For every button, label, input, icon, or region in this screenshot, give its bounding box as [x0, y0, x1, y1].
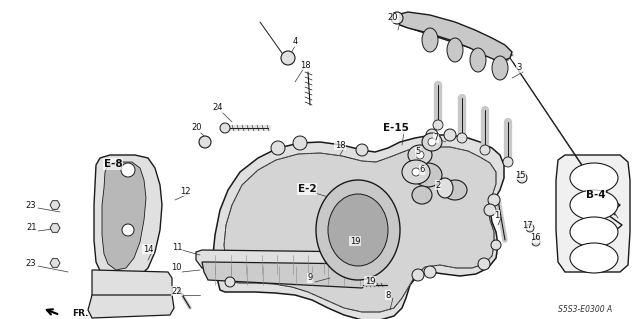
Text: 8: 8 — [385, 291, 390, 300]
Text: 23: 23 — [26, 258, 36, 268]
Circle shape — [488, 194, 500, 206]
Circle shape — [517, 173, 527, 183]
Circle shape — [220, 123, 230, 133]
Text: 16: 16 — [530, 234, 540, 242]
Polygon shape — [224, 147, 496, 312]
Circle shape — [271, 141, 285, 155]
Text: E-8: E-8 — [104, 159, 122, 169]
Ellipse shape — [470, 48, 486, 72]
Text: 20: 20 — [192, 123, 202, 132]
Circle shape — [433, 120, 443, 130]
Text: 14: 14 — [143, 244, 153, 254]
Ellipse shape — [570, 163, 618, 193]
Ellipse shape — [570, 217, 618, 247]
Circle shape — [225, 277, 235, 287]
Ellipse shape — [443, 180, 467, 200]
Text: 11: 11 — [172, 242, 182, 251]
Ellipse shape — [437, 178, 453, 198]
Text: 23: 23 — [26, 201, 36, 210]
Ellipse shape — [408, 145, 432, 165]
Circle shape — [526, 224, 534, 232]
Ellipse shape — [328, 194, 388, 266]
Ellipse shape — [570, 243, 618, 273]
Ellipse shape — [412, 186, 432, 204]
Text: 21: 21 — [27, 224, 37, 233]
Text: S5S3-E0300 A: S5S3-E0300 A — [558, 306, 612, 315]
Circle shape — [281, 51, 295, 65]
Text: B-4: B-4 — [586, 190, 606, 200]
Circle shape — [412, 168, 420, 176]
Circle shape — [424, 266, 436, 278]
Text: 5: 5 — [415, 147, 420, 157]
Circle shape — [121, 163, 135, 177]
Text: 1: 1 — [494, 211, 500, 219]
Ellipse shape — [492, 56, 508, 80]
Text: 12: 12 — [180, 187, 190, 196]
Circle shape — [356, 144, 368, 156]
Polygon shape — [395, 12, 512, 62]
Circle shape — [491, 240, 501, 250]
Text: 17: 17 — [522, 220, 532, 229]
Text: 10: 10 — [171, 263, 181, 272]
Text: 4: 4 — [292, 38, 298, 47]
Polygon shape — [202, 262, 372, 288]
Text: E-2: E-2 — [298, 184, 316, 194]
Circle shape — [122, 224, 134, 236]
Circle shape — [503, 157, 513, 167]
Polygon shape — [50, 259, 60, 267]
Circle shape — [391, 12, 403, 24]
Text: E-15: E-15 — [383, 123, 409, 133]
Polygon shape — [50, 201, 60, 209]
Text: 19: 19 — [365, 277, 375, 286]
Ellipse shape — [414, 163, 442, 187]
Text: 19: 19 — [349, 236, 360, 246]
Ellipse shape — [422, 28, 438, 52]
Text: 24: 24 — [212, 103, 223, 113]
Polygon shape — [92, 270, 172, 302]
Polygon shape — [556, 155, 630, 272]
Ellipse shape — [447, 38, 463, 62]
Text: 3: 3 — [516, 63, 522, 72]
Text: 15: 15 — [515, 170, 525, 180]
Circle shape — [199, 136, 211, 148]
Text: FR.: FR. — [72, 309, 88, 318]
Circle shape — [478, 258, 490, 270]
Circle shape — [457, 133, 467, 143]
Polygon shape — [50, 224, 60, 232]
Circle shape — [426, 129, 438, 141]
Polygon shape — [88, 295, 174, 318]
Text: 2: 2 — [435, 181, 440, 189]
Text: 6: 6 — [419, 166, 425, 174]
Text: 20: 20 — [388, 13, 398, 23]
Circle shape — [480, 145, 490, 155]
Text: 22: 22 — [172, 286, 182, 295]
Polygon shape — [213, 135, 504, 319]
Circle shape — [293, 136, 307, 150]
Circle shape — [444, 129, 456, 141]
Polygon shape — [102, 162, 146, 270]
Circle shape — [484, 204, 496, 216]
Polygon shape — [94, 155, 162, 283]
Ellipse shape — [422, 133, 442, 151]
Text: 18: 18 — [300, 61, 310, 70]
Circle shape — [532, 238, 540, 246]
Text: 7: 7 — [433, 133, 438, 143]
Ellipse shape — [570, 190, 618, 220]
Ellipse shape — [316, 180, 400, 280]
Text: 9: 9 — [307, 273, 312, 283]
Polygon shape — [196, 250, 370, 276]
Ellipse shape — [402, 160, 430, 184]
Circle shape — [412, 269, 424, 281]
Text: 18: 18 — [335, 140, 346, 150]
Circle shape — [416, 151, 424, 159]
Circle shape — [428, 138, 436, 146]
